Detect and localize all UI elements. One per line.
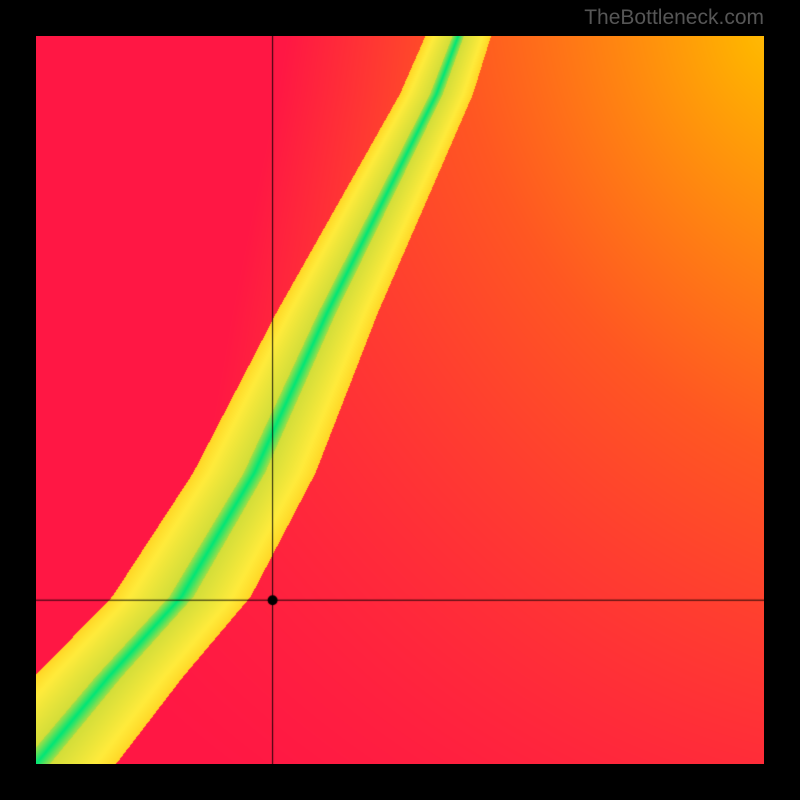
heatmap-canvas [36,36,764,764]
heatmap-plot-area [36,36,764,764]
chart-container: TheBottleneck.com [0,0,800,800]
source-attribution: TheBottleneck.com [584,6,764,30]
